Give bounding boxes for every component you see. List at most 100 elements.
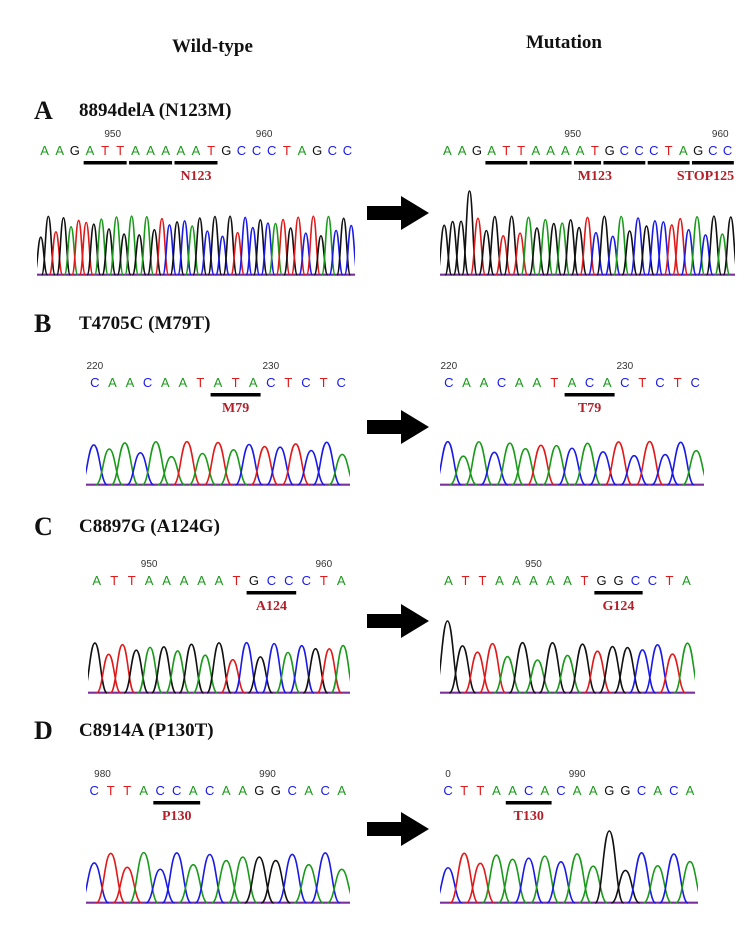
trace-peak xyxy=(128,851,160,904)
base-letter: A xyxy=(480,375,489,390)
base-letter: C xyxy=(267,143,276,158)
trace-peak xyxy=(172,440,202,486)
trace-peak xyxy=(162,224,177,276)
trace-peak xyxy=(328,229,344,276)
trace-peak xyxy=(682,449,704,486)
trace-peak xyxy=(493,655,522,694)
base-letter: T xyxy=(128,573,136,588)
base-letter: A xyxy=(249,375,258,390)
base-letter: T xyxy=(283,143,291,158)
base-letter: T xyxy=(638,375,646,390)
trace-peak xyxy=(542,444,571,486)
trace-peak xyxy=(658,653,687,694)
trace-peak xyxy=(672,217,689,276)
base-letter: C xyxy=(328,143,337,158)
trace-peak xyxy=(553,654,582,694)
trace-peak xyxy=(199,230,215,276)
trace-peak xyxy=(48,231,64,276)
base-letter: C xyxy=(634,143,643,158)
codon-label: G124 xyxy=(603,599,635,614)
trace-peak xyxy=(495,235,512,276)
codon-label: N123 xyxy=(180,169,211,184)
trace-peak xyxy=(621,230,638,276)
base-letter: A xyxy=(180,573,189,588)
codon-bar xyxy=(485,161,528,165)
panel-title: 8894delA (N123M) xyxy=(79,100,232,121)
codon-bar xyxy=(153,801,201,805)
base-letter: T xyxy=(284,375,292,390)
codon-bar xyxy=(647,161,690,165)
base-letter: A xyxy=(337,783,346,798)
trace-peak xyxy=(192,217,208,276)
trace-peak xyxy=(219,448,248,486)
trace-peak xyxy=(562,219,579,276)
codon-bar xyxy=(129,161,173,165)
base-letter: A xyxy=(444,573,453,588)
position-tick-label: 960 xyxy=(712,129,729,140)
trace-peak xyxy=(328,453,350,486)
base-letter: C xyxy=(524,783,533,798)
arrow-right-icon xyxy=(367,196,429,230)
trace-peak xyxy=(663,224,680,276)
base-letter: A xyxy=(304,783,313,798)
base-letter: G xyxy=(693,143,703,158)
trace-peak xyxy=(316,647,343,694)
trace-peak xyxy=(230,231,246,276)
trace-peak xyxy=(101,228,117,276)
trace-peak xyxy=(604,441,634,486)
trace-peak xyxy=(538,642,567,694)
base-letter: C xyxy=(648,573,657,588)
trace-peak xyxy=(178,863,209,904)
base-letter: A xyxy=(540,783,549,798)
codon-bar xyxy=(691,161,734,165)
trace-peak xyxy=(164,650,191,694)
position-tick-label: 950 xyxy=(564,129,581,140)
codon-label: T130 xyxy=(514,809,544,824)
position-tick-label: 220 xyxy=(440,361,457,372)
trace-peak xyxy=(620,454,649,486)
base-letter: A xyxy=(561,143,570,158)
trace-peak xyxy=(440,440,463,486)
position-tick-label: 950 xyxy=(525,559,542,570)
base-letter: A xyxy=(573,783,582,798)
trace-peak xyxy=(554,222,571,276)
trace-peak xyxy=(511,232,529,276)
trace-peak xyxy=(546,861,576,904)
base-letter: G xyxy=(604,783,614,798)
trace-peak xyxy=(302,647,329,694)
codon-label: STOP125 xyxy=(677,169,734,184)
base-letter: T xyxy=(476,783,484,798)
trace-peak xyxy=(184,225,200,276)
base-letter: A xyxy=(546,143,555,158)
trace-peak xyxy=(680,228,697,276)
base-letter: G xyxy=(605,143,615,158)
trace-peak xyxy=(673,642,695,694)
trace-peak xyxy=(495,442,525,486)
trace-peak xyxy=(110,442,140,486)
base-letter: T xyxy=(110,573,118,588)
base-letter: G xyxy=(312,143,322,158)
base-letter: C xyxy=(655,375,664,390)
trace-peak xyxy=(188,452,217,486)
base-letter: T xyxy=(196,375,204,390)
codon-bar xyxy=(529,161,572,165)
trace-peak xyxy=(452,220,470,276)
base-letter: C xyxy=(620,143,629,158)
base-letter: A xyxy=(298,143,307,158)
base-letter: C xyxy=(172,783,181,798)
trace-peak xyxy=(281,443,311,486)
trace-peak xyxy=(562,853,593,904)
trace-peak xyxy=(297,449,326,486)
position-tick-label: 990 xyxy=(569,769,586,780)
trace-peak xyxy=(604,235,621,276)
panel-letter: C xyxy=(34,512,53,541)
trace-peak xyxy=(161,852,193,904)
trace-peak xyxy=(646,220,664,276)
base-letter: C xyxy=(301,375,310,390)
base-letter: T xyxy=(107,783,115,798)
trace-peak xyxy=(666,441,696,486)
base-letter: A xyxy=(131,143,140,158)
trace-peak xyxy=(511,447,540,486)
